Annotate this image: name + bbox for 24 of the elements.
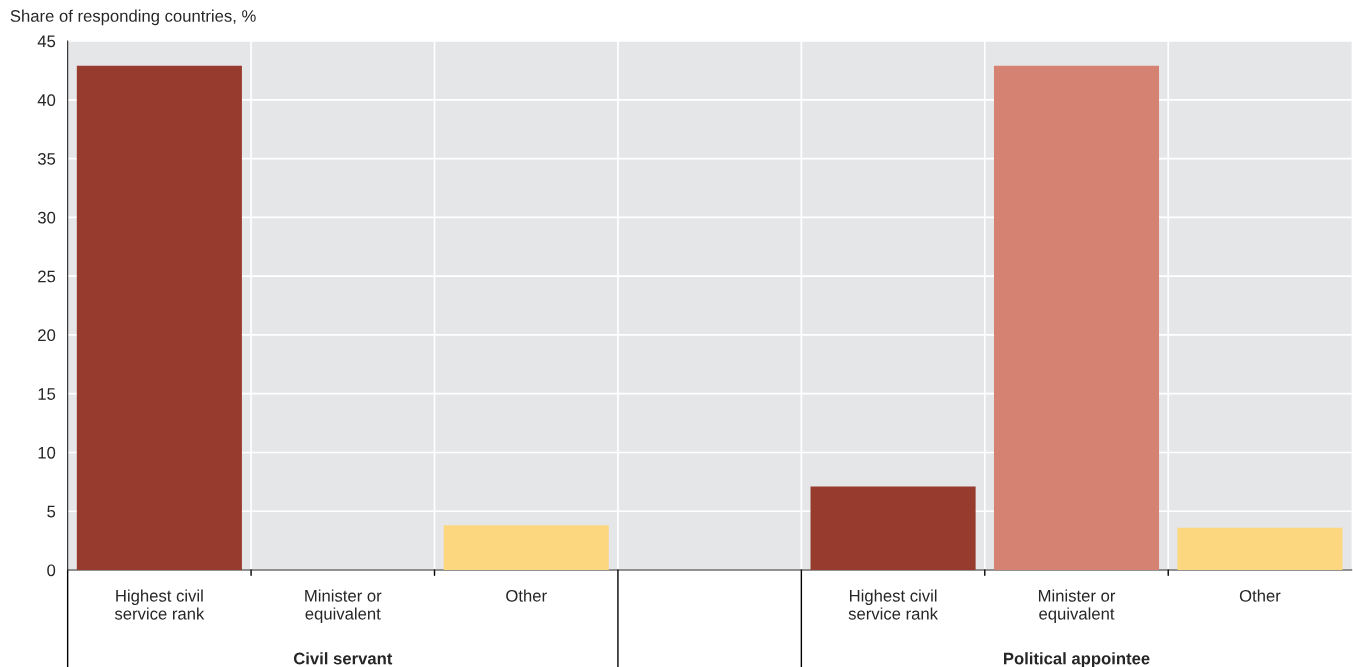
y-tick-label: 0 xyxy=(47,564,56,577)
x-tick-label: Other xyxy=(1239,589,1281,602)
y-tick-label: 40 xyxy=(37,94,56,106)
y-tick-label: 45 xyxy=(37,35,56,48)
x-tick-label: Other xyxy=(506,589,547,602)
x-tick-label: Minister or equivalent xyxy=(1038,589,1116,623)
y-tick-label: 15 xyxy=(38,388,56,400)
y-axis-title: Share of responding countries, % xyxy=(10,9,256,26)
y-tick-label: 30 xyxy=(37,211,56,224)
bar xyxy=(443,525,609,571)
y-tick-label: 20 xyxy=(38,329,56,342)
bar xyxy=(993,65,1160,571)
text: Civil servant xyxy=(293,652,393,665)
x-tick-label: Minister or equivalent xyxy=(305,589,382,623)
y-tick-label: 35 xyxy=(37,152,56,165)
x-tick-label: Highest civil service rank xyxy=(114,589,205,620)
bar xyxy=(1177,527,1343,571)
x-tick-label: Highest civil service rank xyxy=(848,589,939,620)
bar xyxy=(76,65,242,571)
y-tick-label: 10 xyxy=(38,446,56,459)
y-tick-label: 5 xyxy=(47,505,56,518)
text: Political appointee xyxy=(1004,652,1150,667)
y-tick-label: 25 xyxy=(38,270,56,283)
bar xyxy=(810,486,976,571)
